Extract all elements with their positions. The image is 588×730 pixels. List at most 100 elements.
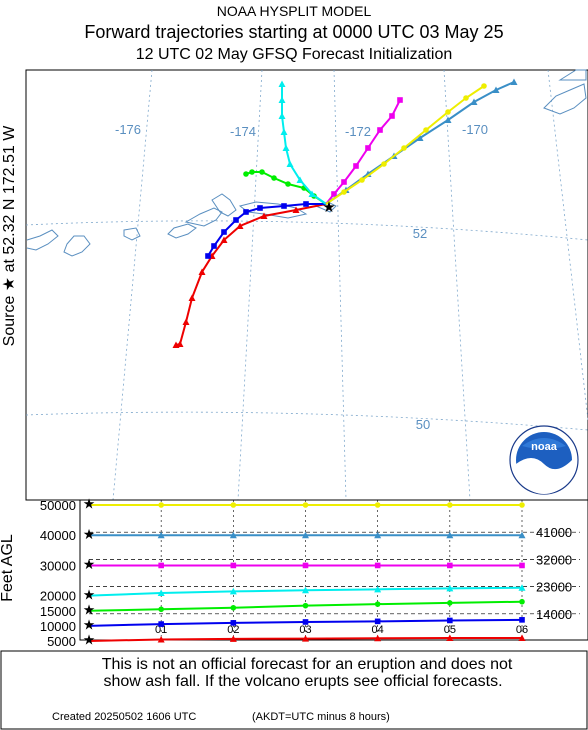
trajectory-marker xyxy=(463,95,469,101)
trajectory-marker xyxy=(303,201,309,207)
coastline xyxy=(543,83,587,115)
trajectory-magenta xyxy=(325,97,403,205)
trajectory-marker xyxy=(292,206,300,213)
map-panel: -176 -174 -172 -170 52 50 ★ xyxy=(25,69,588,501)
height-tick-label: 20000 xyxy=(40,589,76,604)
trajectory-marker xyxy=(286,160,294,167)
trajectory-marker xyxy=(331,191,337,197)
trajectory-marker xyxy=(211,243,217,249)
height-marker xyxy=(158,502,164,508)
height-tick-label: 32000 xyxy=(536,552,572,567)
trajectory-marker xyxy=(182,318,190,325)
height-frame xyxy=(79,499,588,641)
trajectory-tracks xyxy=(172,78,518,348)
trajectory-marker xyxy=(492,86,500,93)
timezone-note: (AKDT=UTC minus 8 hours) xyxy=(252,711,390,723)
longitude-label: -172 xyxy=(345,124,371,139)
height-start-star: ★ xyxy=(83,632,96,648)
height-start-star: ★ xyxy=(83,601,96,617)
trajectory-marker xyxy=(271,175,277,181)
trajectory-marker xyxy=(243,209,249,215)
height-axis-title: Feet AGL xyxy=(0,534,16,602)
time-tick-label: 05 xyxy=(444,624,456,636)
trajectory-marker xyxy=(341,189,347,195)
height-tick-label: 23000 xyxy=(536,580,572,595)
height-marker xyxy=(302,531,309,539)
trajectory-marker xyxy=(353,163,359,169)
height-marker xyxy=(302,635,309,642)
height-marker xyxy=(302,619,309,625)
height-marker xyxy=(518,531,526,539)
trajectory-marker xyxy=(510,78,518,85)
parallel-line xyxy=(25,220,588,241)
model-title: NOAA HYSPLIT MODEL xyxy=(217,3,372,19)
height-marker xyxy=(158,562,164,569)
trajectory-marker xyxy=(172,341,180,348)
height-tick-label: 40000 xyxy=(40,528,76,543)
height-marker xyxy=(302,562,309,569)
height-marker xyxy=(229,635,237,642)
height-marker xyxy=(158,621,164,627)
meridian-line xyxy=(112,69,153,501)
trajectory-marker xyxy=(389,113,395,119)
height-marker xyxy=(446,531,454,539)
meridian-line xyxy=(443,69,471,501)
disclaimer-line-1: This is not an official forecast for an … xyxy=(102,656,513,673)
height-start-star: ★ xyxy=(83,496,96,512)
time-tick-label: 02 xyxy=(227,624,239,636)
height-marker xyxy=(374,634,382,642)
coastline xyxy=(184,207,223,227)
trajectory-red xyxy=(172,203,327,348)
height-marker xyxy=(157,531,165,539)
lat-lon-grid xyxy=(25,69,588,501)
height-marker xyxy=(446,584,454,592)
height-marker xyxy=(157,635,165,643)
height-marker xyxy=(519,562,525,569)
height-marker xyxy=(447,502,453,508)
height-marker xyxy=(518,634,526,641)
trajectory-title: Forward trajectories starting at 0000 UT… xyxy=(84,22,503,42)
height-marker xyxy=(230,620,237,626)
trajectory-cyan xyxy=(278,80,327,205)
height-tick-label: 41000 xyxy=(536,525,572,540)
height-marker xyxy=(230,604,237,611)
time-tick-label: 06 xyxy=(516,624,528,636)
trajectory-marker xyxy=(365,145,371,151)
noaa-logo-text: noaa xyxy=(531,441,558,453)
trajectory-marker xyxy=(359,177,365,183)
trajectory-marker xyxy=(278,112,286,119)
height-panel: Feet AGL 50000 40000 30000 2000015000100005… xyxy=(0,496,588,649)
coastlines xyxy=(26,69,587,257)
height-marker xyxy=(374,618,381,625)
longitude-label: -174 xyxy=(230,124,256,139)
height-tick-label: 10000 xyxy=(40,619,76,634)
trajectory-marker xyxy=(233,217,239,223)
coastline xyxy=(123,227,141,241)
noaa-logo: noaa xyxy=(509,425,579,495)
height-tick-label: 30000 xyxy=(40,558,76,573)
height-marker xyxy=(302,502,309,508)
height-start-star: ★ xyxy=(83,526,96,542)
parallel-line xyxy=(25,411,588,431)
trajectory-marker xyxy=(260,212,268,219)
trajectory-marker xyxy=(280,128,288,135)
time-tick-label: 03 xyxy=(299,624,311,636)
height-marker xyxy=(302,602,309,609)
height-marker xyxy=(374,531,382,539)
height-line-green: ★ xyxy=(83,598,525,617)
height-tick-label: 14000 xyxy=(536,607,572,622)
time-tick-label: 01 xyxy=(155,624,167,636)
meridian-line xyxy=(237,69,263,501)
height-marker xyxy=(374,502,381,508)
height-line-yellow: ★ xyxy=(83,496,525,512)
trajectory-marker xyxy=(220,236,228,243)
initialization-subtitle: 12 UTC 02 May GFSQ Forecast Initializati… xyxy=(136,46,453,63)
trajectory-marker xyxy=(281,203,287,209)
trajectory-marker xyxy=(243,171,249,177)
created-timestamp: Created 20250502 1606 UTC xyxy=(52,711,196,723)
right-height-ticks: 41000 32000 23000 14000 xyxy=(89,525,580,622)
trajectory-marker xyxy=(249,169,255,175)
trajectory-marker xyxy=(278,80,286,87)
